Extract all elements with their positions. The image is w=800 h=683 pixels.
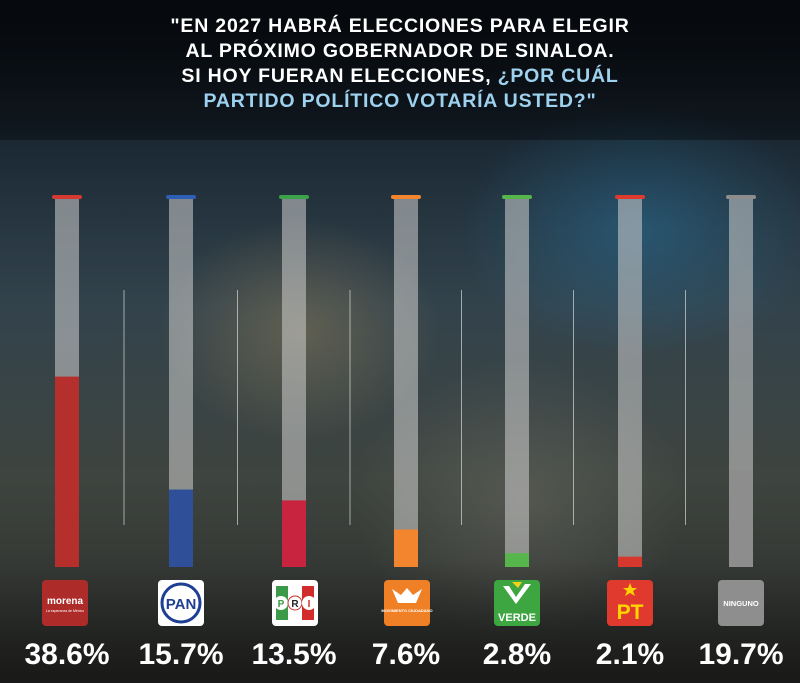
verde-logo-text: VERDE [498,612,536,624]
background-title-shade [0,0,800,140]
pan-logo-ring [160,582,202,624]
morena-logo-bg [42,580,88,626]
chart-title: "EN 2027 HABRÁ ELECCIONES PARA ELEGIR AL… [0,14,800,114]
value-label: 2.8% [482,638,552,671]
mc-logo: MOVIMIENTO CIUDADANO [381,580,433,626]
title-line-3-white: SI HOY FUERAN ELECCIONES, [181,65,498,87]
title-line-3-highlight: ¿POR CUÁL [497,65,619,87]
verde-check-icon [503,584,531,604]
bar-6 [729,469,753,567]
pri-letter-i: I [308,599,311,610]
verde-logo-bg [494,580,540,626]
bar-5 [618,556,642,567]
bar-cap [279,195,309,199]
pan-logo-text: PAN [166,596,197,613]
ninguno-logo-text: NINGUNO [723,599,759,608]
bar-cap [166,195,196,199]
pt-star-icon [623,583,637,596]
value-label: 38.6% [24,638,110,671]
pri-logo: P R I [272,580,318,626]
value-label: 13.5% [251,638,337,671]
value-label: 7.6% [371,638,441,671]
morena-logo-subtext: La esperanza de México [46,609,84,613]
bar-cap [615,195,645,199]
title-line-2: AL PRÓXIMO GOBERNADOR DE SINALOA. [185,40,615,62]
pt-logo-bg [607,580,653,626]
mc-logo-text: MOVIMIENTO CIUDADANO [381,608,432,613]
morena-logo-text: morena [47,596,84,607]
verde-logo: VERDE [494,580,540,626]
verde-leaf-icon [512,582,522,588]
value-label: 2.1% [595,638,665,671]
bar-cap [726,195,756,199]
bar-cap [391,195,421,199]
pt-logo: PT [607,580,653,626]
bar-group [52,195,756,567]
bar-track [505,197,529,567]
title-line-3: SI HOY FUERAN ELECCIONES, ¿POR CUÁL [0,64,800,89]
bar-4 [505,553,529,567]
ninguno-logo-bg [718,580,764,626]
bar-track [618,197,642,567]
bar-0 [55,376,79,567]
bar-3 [394,529,418,567]
pt-logo-text: PT [617,601,644,624]
party-logos: morena La esperanza de México PAN P R I … [42,580,764,626]
value-label: 19.7% [698,638,784,671]
mc-eagle-icon [392,588,422,603]
bar-1 [169,489,193,567]
title-line-4: PARTIDO POLÍTICO VOTARÍA USTED?" [203,90,597,112]
bar-dividers [123,290,686,525]
morena-logo: morena La esperanza de México [42,580,88,626]
pri-letter-i-bg [302,596,316,610]
value-label: 15.7% [138,638,224,671]
pri-letter-p-bg [274,596,288,610]
bar-cap [52,195,82,199]
bar-2 [282,500,306,567]
bar-cap [502,195,532,199]
ninguno-logo: NINGUNO [718,580,764,626]
bar-track [394,197,418,567]
pri-letter-p: P [278,599,285,610]
title-line-1: "EN 2027 HABRÁ ELECCIONES PARA ELEGIR [170,15,630,37]
pri-letter-r: R [291,599,299,610]
pan-logo: PAN [158,580,204,626]
